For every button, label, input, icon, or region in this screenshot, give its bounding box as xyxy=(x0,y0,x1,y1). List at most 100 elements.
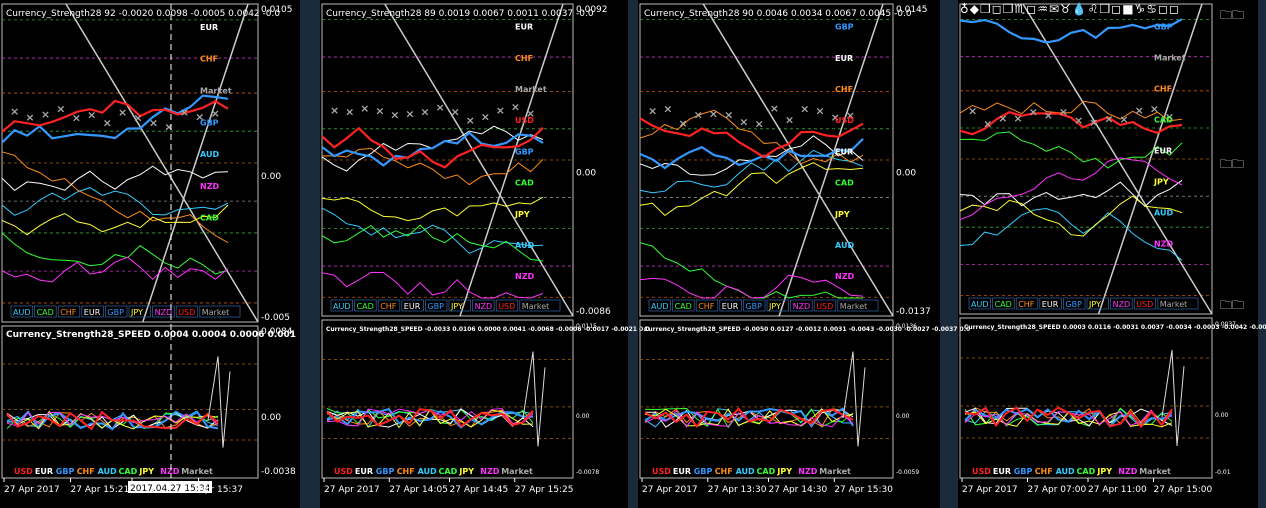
market-marker: × xyxy=(1059,106,1068,119)
series-chf xyxy=(321,147,544,186)
market-marker: × xyxy=(709,107,718,120)
chart-panel-1[interactable] xyxy=(0,0,300,508)
legend-box xyxy=(992,297,1015,310)
currency-label-usd: USD xyxy=(515,116,534,125)
legend-box xyxy=(1063,297,1086,310)
legend-usd: USD xyxy=(816,302,833,311)
market-marker: × xyxy=(739,115,748,128)
market-marker: × xyxy=(164,121,173,134)
market-marker: × xyxy=(41,108,50,121)
currency-label-gbp: GBP xyxy=(835,23,854,32)
speed-y-top: 0.0136 xyxy=(896,323,917,330)
legend-box xyxy=(519,299,561,312)
y-axis-bottom: -0.0137 xyxy=(896,307,931,317)
market-diagonal-line xyxy=(1097,3,1203,315)
legend-gbp: GBP xyxy=(427,302,444,311)
market-marker: × xyxy=(87,108,96,121)
speed-legend-gbp: GBP xyxy=(56,467,75,476)
folder-icon[interactable]: 🗀🗀 xyxy=(1220,298,1245,312)
legend-box xyxy=(968,297,991,310)
legend-market: Market xyxy=(522,302,550,311)
legend-chf: CHF xyxy=(1018,300,1035,309)
speed-chart-frame xyxy=(1,325,259,479)
speed-legend-aud: AUD xyxy=(736,467,755,476)
market-marker: × xyxy=(195,111,204,124)
time-label: 27 Apr 15:30 xyxy=(834,485,893,495)
speed-series-usd xyxy=(644,407,854,429)
market-marker: × xyxy=(1044,109,1053,122)
market-marker: × xyxy=(118,106,127,119)
speed-legend-eur: EUR xyxy=(993,467,1011,476)
y-axis-bottom: -0.005 xyxy=(261,313,290,323)
legend-box xyxy=(448,299,471,312)
legend-box xyxy=(1133,297,1157,310)
time-label: 27 Apr 2017 xyxy=(4,485,60,495)
series-aud xyxy=(959,207,1183,261)
folder-icon[interactable]: 🗀🗀 xyxy=(1220,157,1245,171)
market-marker: × xyxy=(390,108,399,121)
speed-y-bottom: -0.0038 xyxy=(261,467,296,477)
speed-y-zero: 0.00 xyxy=(1215,412,1229,419)
market-diagonal-line xyxy=(384,3,574,317)
speed-y-top: 0.0084 xyxy=(261,327,293,337)
indicator-header: Currency_Strength28 90 0.0046 0.0034 0.0… xyxy=(644,9,912,19)
legend-box xyxy=(695,299,719,312)
speed-chart-frame xyxy=(959,317,1213,479)
y-axis-zero: 0.00 xyxy=(896,169,916,179)
currency-label-nzd: NZD xyxy=(515,272,534,281)
legend-box xyxy=(837,299,879,312)
market-marker: × xyxy=(1013,112,1022,125)
speed-legend-market: Market xyxy=(501,467,533,476)
legend-chf: CHF xyxy=(60,308,77,317)
speed-header: Currency_Strength28_SPEED -0.0033 0.0106… xyxy=(326,326,650,333)
speed-legend-cad: CAD xyxy=(1077,467,1096,476)
market-marker: × xyxy=(451,106,460,119)
series-cad xyxy=(639,242,863,299)
market-marker: × xyxy=(846,109,855,122)
indicator-toolbar-glyphs[interactable]: ♁◆❒◻❐♏◻♒✉♉💧♌❒◻■♑♋◻◻ xyxy=(960,2,1180,16)
legend-eur: EUR xyxy=(1042,300,1059,309)
market-marker: × xyxy=(1165,110,1174,123)
legend-gbp: GBP xyxy=(107,308,124,317)
speed-y-bottom: -0.0078 xyxy=(576,469,599,476)
legend-cad: CAD xyxy=(995,300,1012,309)
legend-box xyxy=(719,299,742,312)
legend-nzd: NZD xyxy=(155,308,173,317)
series-aud xyxy=(639,149,864,194)
legend-aud: AUD xyxy=(333,302,351,311)
speed-legend-usd: USD xyxy=(334,467,353,476)
speed-legend-usd: USD xyxy=(652,467,671,476)
speed-legend-market: Market xyxy=(1139,467,1171,476)
time-label: Apr 15:37 xyxy=(199,485,243,495)
legend-box xyxy=(672,299,695,312)
market-marker: × xyxy=(1089,116,1098,129)
time-label: 27 Apr 11:00 xyxy=(1088,485,1147,495)
currency-label-jpy: JPY xyxy=(1153,178,1169,187)
market-marker: × xyxy=(133,111,142,124)
speed-y-zero: 0.00 xyxy=(896,413,910,420)
market-diagonal-line xyxy=(702,3,894,317)
legend-aud: AUD xyxy=(971,300,989,309)
y-axis-top: 0.0145 xyxy=(896,5,928,15)
y-axis-top: 0.0092 xyxy=(576,5,608,15)
speed-legend-nzd: NZD xyxy=(480,467,499,476)
market-marker: × xyxy=(436,101,445,114)
legend-box xyxy=(401,299,424,312)
series-jpy xyxy=(321,196,544,222)
currency-label-cad: CAD xyxy=(515,179,534,188)
speed-legend-nzd: NZD xyxy=(798,467,817,476)
market-marker: × xyxy=(25,111,34,124)
market-marker: × xyxy=(149,117,158,130)
legend-usd: USD xyxy=(1136,300,1153,309)
currency-label-chf: CHF xyxy=(1154,85,1172,94)
market-marker: × xyxy=(983,117,992,130)
folder-icon[interactable]: 🗀🗀 xyxy=(1220,8,1245,22)
market-marker: × xyxy=(968,105,977,118)
speed-header: Currency_Strength28_SPEED 0.0003 0.0116 … xyxy=(964,324,1266,331)
market-marker: × xyxy=(831,111,840,124)
currency-label-usd: USD xyxy=(835,116,854,125)
currency-label-eur: EUR xyxy=(1154,147,1172,156)
legend-box xyxy=(1157,297,1199,310)
chart-panel-3[interactable] xyxy=(638,0,940,508)
market-marker: × xyxy=(103,116,112,129)
